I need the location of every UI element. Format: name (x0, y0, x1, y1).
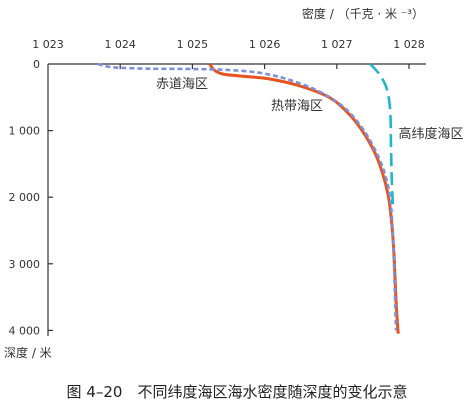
x-tick-label: 1 028 (393, 38, 425, 51)
y-tick-label: 0 (33, 58, 40, 71)
curve-label-tropical: 热带海区 (271, 99, 323, 114)
curve-label-high-latitude: 高纬度海区 (398, 126, 463, 142)
y-tick-label: 4 000 (9, 324, 41, 337)
curve-label-equatorial: 赤道海区 (156, 77, 208, 92)
x-tick-label: 1 027 (321, 38, 353, 51)
y-axis-ticks: 0 1 000 2 000 3 000 4 000 (9, 58, 53, 337)
figure-caption: 图 4–20 不同纬度海区海水密度随深度的变化示意 (67, 383, 408, 401)
y-tick-label: 3 000 (9, 258, 41, 271)
x-tick-label: 1 024 (104, 38, 136, 51)
y-axis-title: 深度 / 米 (4, 345, 52, 360)
x-axis-ticks: 1 023 1 024 1 025 1 026 1 027 1 028 (32, 38, 425, 69)
y-tick-label: 1 000 (9, 125, 41, 138)
x-tick-label: 1 026 (249, 38, 281, 51)
y-tick-label: 2 000 (9, 191, 41, 204)
x-axis-title: 密度 / （千克 · 米 ⁻³） (302, 6, 424, 21)
x-tick-label: 1 025 (177, 38, 209, 51)
series-lines (97, 62, 400, 334)
series-line-high-latitude (369, 63, 395, 211)
series-line-equatorial (97, 62, 398, 331)
x-tick-label: 1 023 (32, 38, 64, 51)
